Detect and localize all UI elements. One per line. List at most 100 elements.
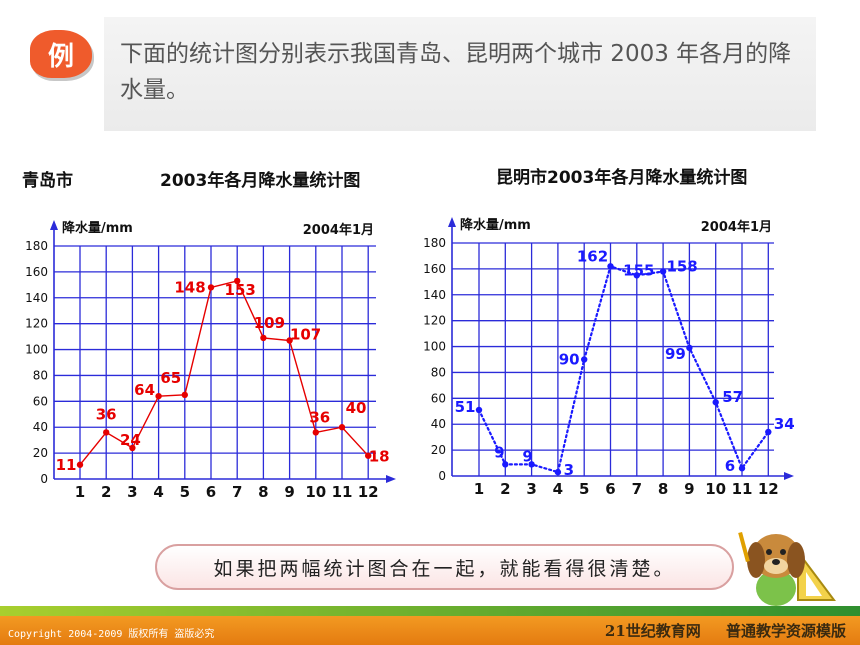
kunming-data-label: 34: [774, 415, 795, 433]
kunming-data-point: [607, 263, 614, 270]
kunming-data-label: 9: [494, 443, 504, 461]
kunming-ytick-label: 40: [431, 417, 446, 431]
kunming-xtick-label: 7: [632, 480, 642, 498]
kunming-xtick-label: 5: [579, 480, 589, 498]
qingdao-x-axis-arrow: [386, 475, 396, 483]
qingdao-data-label: 148: [174, 278, 205, 296]
qingdao-ytick-label: 100: [25, 343, 48, 357]
qingdao-xtick-label: 7: [232, 483, 242, 501]
kunming-ytick-label: 0: [438, 469, 446, 483]
footer-stripe: [0, 606, 860, 616]
kunming-data-point: [581, 356, 588, 363]
example-badge: 例: [30, 30, 92, 78]
qingdao-ytick-label: 80: [33, 368, 48, 382]
qingdao-ytick-label: 40: [33, 420, 48, 434]
qingdao-y-axis-label: 降水量/mm: [62, 220, 133, 236]
qingdao-xtick-label: 3: [127, 483, 137, 501]
qingdao-data-point: [129, 444, 136, 452]
kunming-data-label: 162: [577, 247, 608, 265]
qingdao-data-label: 40: [346, 399, 367, 417]
qingdao-ytick-label: 0: [40, 472, 48, 486]
qingdao-date-note: 2004年1月: [303, 222, 374, 238]
kunming-xtick-label: 2: [500, 480, 510, 498]
qingdao-data-point: [76, 461, 84, 468]
qingdao-data-point: [181, 391, 188, 399]
qingdao-data-label: 109: [254, 314, 285, 332]
qingdao-series-line: [79, 280, 369, 466]
kunming-data-point: [633, 272, 640, 279]
intro-banner: [104, 17, 816, 131]
kunming-data-label: 51: [455, 398, 476, 416]
qingdao-chart-title: 2003年各月降水量统计图: [160, 171, 361, 191]
kunming-ytick-label: 160: [423, 262, 446, 276]
qingdao-data-label: 36: [309, 408, 330, 426]
kunming-ytick-label: 140: [423, 288, 446, 302]
kunming-data-point: [712, 399, 719, 406]
kunming-ytick-label: 100: [423, 340, 446, 354]
kunming-ytick-label: 80: [431, 365, 446, 379]
kunming-xtick-label: 9: [684, 480, 694, 498]
qingdao-ytick-label: 180: [25, 239, 48, 253]
qingdao-data-point: [155, 392, 162, 400]
kunming-series-line: [477, 264, 770, 474]
qingdao-xtick-label: 4: [153, 483, 163, 501]
kunming-data-label: 57: [722, 388, 743, 406]
qingdao-ytick-label: 20: [33, 446, 48, 460]
qingdao-data-point: [103, 429, 110, 436]
qingdao-data-point: [207, 284, 215, 291]
kunming-data-label: 3: [564, 461, 574, 479]
qingdao-data-label: 153: [225, 281, 256, 299]
kunming-data-label: 9: [522, 447, 532, 465]
copyright-text: Copyright 2004-2009 版权所有 盗版必究: [8, 629, 215, 640]
kunming-data-label: 99: [665, 345, 686, 363]
kunming-x-axis-arrow: [784, 472, 794, 480]
kunming-data-point: [738, 465, 746, 472]
kunming-xtick-label: 3: [526, 480, 536, 498]
qingdao-ytick-label: 140: [25, 291, 48, 305]
qingdao-data-point: [338, 424, 346, 431]
qingdao-xtick-label: 9: [284, 483, 294, 501]
kunming-xtick-label: 11: [732, 480, 753, 498]
kunming-xtick-label: 10: [705, 480, 726, 498]
qingdao-data-label: 64: [134, 381, 155, 399]
qingdao-data-point: [365, 452, 372, 459]
qingdao-data-label: 11: [56, 456, 77, 474]
qingdao-data-label: 65: [160, 369, 181, 387]
kunming-data-point: [554, 468, 562, 476]
qingdao-data-label: 36: [96, 405, 117, 423]
qingdao-xtick-label: 8: [258, 483, 268, 501]
qingdao-ytick-label: 160: [25, 265, 48, 279]
qingdao-data-point: [260, 334, 267, 342]
qingdao-data-point: [286, 337, 293, 344]
kunming-data-label: 90: [559, 351, 580, 369]
qingdao-ytick-label: 60: [33, 394, 48, 408]
qingdao-xtick-label: 2: [101, 483, 111, 501]
kunming-y-axis-arrow: [448, 217, 456, 227]
kunming-data-point: [528, 461, 535, 468]
kunming-data-label: 6: [725, 457, 735, 475]
kunming-xtick-label: 12: [758, 480, 779, 498]
qingdao-data-point: [234, 277, 241, 285]
kunming-data-label: 158: [666, 257, 697, 275]
qingdao-xtick-label: 11: [332, 483, 353, 501]
footer-bar: [0, 616, 860, 645]
qingdao-y-axis-arrow: [50, 220, 58, 230]
qingdao-xtick-label: 1: [75, 483, 85, 501]
kunming-xtick-label: 1: [474, 480, 484, 498]
kunming-data-point: [502, 461, 509, 468]
kunming-xtick-label: 4: [553, 480, 563, 498]
brand-text: 21世纪教育网 普通教学资源模版: [604, 622, 846, 640]
qingdao-ytick-label: 120: [25, 317, 48, 331]
qingdao-data-label: 18: [369, 448, 390, 466]
qingdao-xtick-label: 6: [206, 483, 216, 501]
qingdao-xtick-label: 5: [180, 483, 190, 501]
kunming-y-axis-label: 降水量/mm: [460, 217, 531, 233]
kunming-ytick-label: 20: [431, 443, 446, 457]
qingdao-xtick-label: 12: [358, 483, 379, 501]
intro-text: 下面的统计图分别表示我国青岛、昆明两个城市 2003 年各月的降水量。: [120, 41, 792, 103]
kunming-data-label: 155: [623, 261, 654, 279]
dog-mascot-icon: [738, 531, 836, 606]
qingdao-xtick-label: 10: [305, 483, 326, 501]
